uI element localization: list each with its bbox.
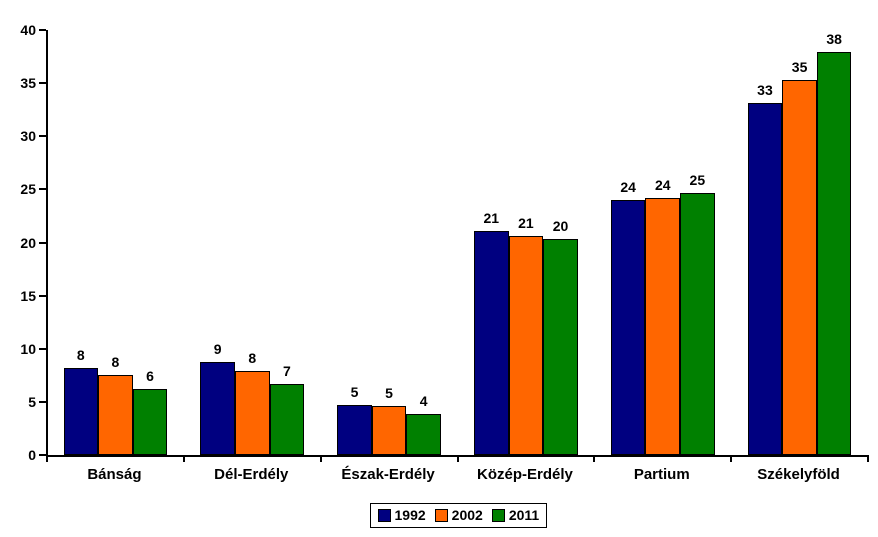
y-tick-mark bbox=[39, 188, 46, 191]
bar-value-label: 21 bbox=[518, 215, 534, 232]
x-tick-mark bbox=[319, 455, 322, 462]
bar-value-label: 35 bbox=[791, 58, 808, 75]
bar-1992-Dél-Erdély bbox=[200, 361, 235, 455]
y-tick-label: 5 bbox=[28, 393, 36, 410]
bar-value-label: 33 bbox=[757, 82, 773, 99]
bar-value-label: 5 bbox=[350, 384, 359, 401]
category-label-3: Észak-Erdély bbox=[341, 466, 435, 483]
bar-value-label: 6 bbox=[146, 368, 154, 385]
category-label-2: Dél-Erdély bbox=[214, 466, 289, 483]
legend-item-2002: 2002 bbox=[434, 507, 483, 524]
bar-value-label: 8 bbox=[248, 350, 257, 367]
legend-label: 2002 bbox=[451, 507, 483, 523]
legend-label: 1992 bbox=[394, 507, 426, 523]
bar-1992-Partium bbox=[610, 200, 646, 455]
x-tick-mark bbox=[730, 455, 733, 462]
y-tick-mark bbox=[39, 241, 46, 244]
legend-swatch-icon bbox=[491, 509, 505, 522]
bar-value-label: 7 bbox=[282, 362, 291, 379]
legend: 1992 2002 2011 bbox=[369, 503, 548, 528]
y-tick-mark bbox=[39, 347, 46, 350]
bar-2011-Közép-Erdély bbox=[543, 239, 578, 455]
bar-value-label: 38 bbox=[826, 31, 842, 48]
legend-label: 2011 bbox=[508, 507, 540, 523]
x-tick-mark bbox=[593, 455, 596, 462]
x-tick-mark bbox=[867, 455, 869, 462]
bar-2002-Székelyföld bbox=[782, 79, 817, 455]
bar-value-label: 24 bbox=[620, 179, 636, 195]
y-tick-label: 40 bbox=[20, 22, 36, 38]
y-tick-mark bbox=[39, 400, 46, 403]
bar-value-label: 8 bbox=[111, 354, 120, 371]
x-tick-mark bbox=[456, 455, 459, 462]
y-tick-mark bbox=[39, 82, 46, 85]
bar-value-label: 25 bbox=[689, 171, 706, 188]
bar-2011-Székelyföld bbox=[816, 52, 852, 455]
bar-value-label: 21 bbox=[483, 209, 500, 226]
y-tick-mark bbox=[39, 135, 46, 138]
bar-value-label: 24 bbox=[654, 176, 671, 193]
bar-1992-Közép-Erdély bbox=[474, 230, 509, 455]
category-label-4: Közép-Erdély bbox=[476, 466, 573, 483]
bar-2002-Közép-Erdély bbox=[508, 236, 544, 455]
category-label-1: Bánság bbox=[87, 466, 142, 483]
bar-value-label: 9 bbox=[213, 340, 222, 357]
bar-2011-Partium bbox=[680, 192, 715, 455]
bar-value-label: 5 bbox=[385, 385, 393, 402]
bar-value-label: 20 bbox=[552, 218, 569, 235]
bar-value-label: 8 bbox=[76, 346, 85, 363]
legend-swatch-icon bbox=[377, 509, 391, 522]
legend-item-1992: 1992 bbox=[377, 507, 426, 524]
category-label-6: Székelyföld bbox=[757, 466, 840, 483]
x-tick-mark bbox=[182, 455, 185, 462]
y-tick-mark bbox=[39, 29, 46, 31]
y-tick-label: 35 bbox=[20, 75, 36, 92]
category-label-5: Partium bbox=[633, 466, 690, 483]
bar-2011-Bánság bbox=[132, 389, 168, 455]
bar-2002-Dél-Erdély bbox=[234, 371, 270, 455]
bar-1992-Észak-Erdély bbox=[337, 405, 372, 455]
legend-swatch-icon bbox=[434, 509, 448, 522]
y-tick-mark bbox=[39, 454, 46, 456]
bar-2011-Észak-Erdély bbox=[406, 413, 441, 455]
bar-value-label: 4 bbox=[419, 392, 428, 409]
y-tick-label: 15 bbox=[20, 287, 36, 304]
bar-2002-Bánság bbox=[98, 375, 133, 455]
x-tick-mark bbox=[46, 455, 48, 462]
bar-2002-Észak-Erdély bbox=[371, 406, 407, 455]
y-tick-label: 30 bbox=[20, 128, 36, 145]
y-tick-label: 0 bbox=[28, 447, 36, 463]
y-tick-label: 10 bbox=[20, 340, 36, 357]
y-tick-mark bbox=[39, 294, 46, 297]
bar-2011-Dél-Erdély bbox=[269, 383, 305, 455]
y-tick-label: 25 bbox=[20, 181, 36, 198]
bar-1992-Székelyföld bbox=[747, 103, 783, 455]
bar-1992-Bánság bbox=[63, 367, 99, 455]
legend-item-2011: 2011 bbox=[491, 507, 540, 524]
bar-2002-Partium bbox=[645, 197, 681, 455]
y-tick-label: 20 bbox=[20, 234, 36, 251]
